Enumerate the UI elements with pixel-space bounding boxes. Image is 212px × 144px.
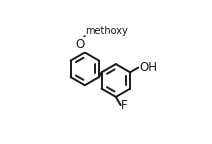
Text: methoxy: methoxy <box>85 25 128 36</box>
Text: O: O <box>75 38 85 51</box>
Text: OH: OH <box>139 61 157 74</box>
Text: F: F <box>121 98 128 112</box>
